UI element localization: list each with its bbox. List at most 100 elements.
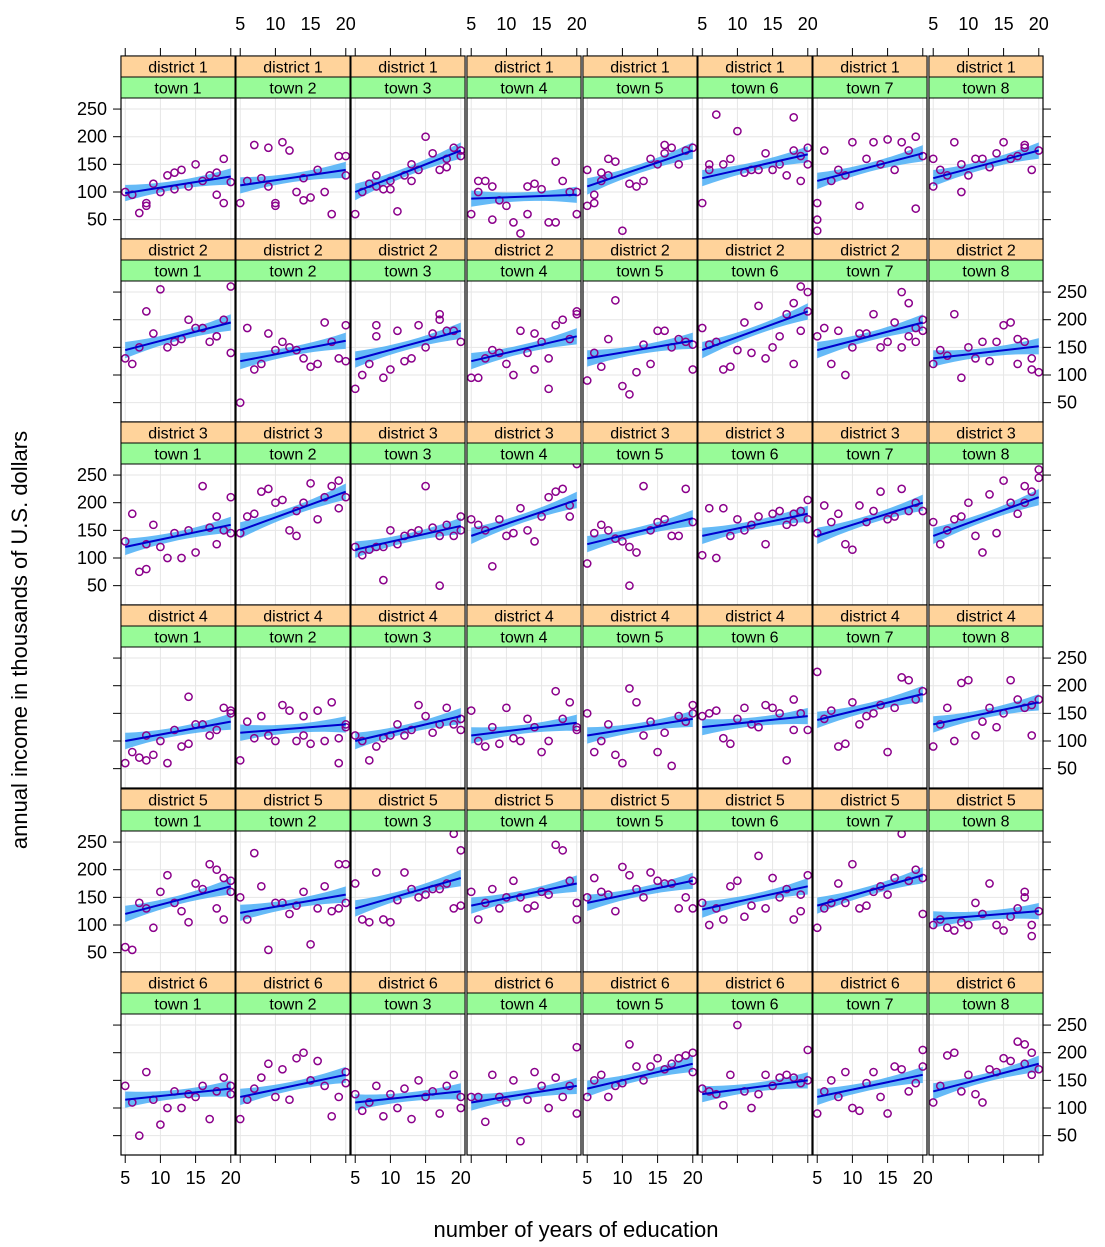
data-point	[449, 720, 459, 729]
x-tick-label-top: 15	[301, 14, 321, 34]
data-point	[473, 520, 483, 530]
data-point	[285, 526, 294, 535]
data-point	[530, 901, 539, 910]
data-point	[264, 731, 273, 740]
town-strip	[235, 442, 351, 465]
data-point	[754, 851, 763, 861]
data-point	[688, 365, 698, 374]
y-axis-title: annual income in thousands of U.S. dolla…	[7, 431, 32, 849]
data-point	[869, 309, 878, 319]
data-point	[603, 1092, 613, 1102]
district-strip-label: district 1	[494, 60, 554, 77]
data-point	[449, 904, 459, 913]
data-point	[726, 1070, 735, 1080]
data-point	[407, 354, 416, 363]
data-point	[971, 731, 980, 740]
data-point	[971, 154, 980, 164]
data-point	[456, 146, 466, 155]
town-strip	[120, 76, 236, 99]
data-point	[191, 1092, 200, 1102]
y-tick-label-left: 200	[77, 493, 107, 513]
x-tick-label-top: 5	[928, 14, 938, 34]
data-point	[299, 195, 308, 205]
fit-line	[932, 149, 1040, 180]
data-point	[733, 1020, 742, 1030]
district-strip-label: district 6	[148, 976, 208, 993]
data-point	[674, 531, 684, 541]
strip-layer: district 1 town 1 district 1 town 2 district…	[120, 55, 1044, 1015]
data-point	[964, 1070, 973, 1080]
data-point	[435, 531, 445, 541]
data-point	[212, 168, 222, 177]
district-strip-label: district 3	[494, 426, 554, 443]
y-tick-label-left: 250	[77, 99, 107, 119]
data-point	[928, 182, 938, 191]
data-point	[782, 309, 792, 319]
data-point	[904, 298, 914, 308]
data-point	[327, 697, 337, 707]
y-tick-label-left: 250	[77, 465, 107, 485]
data-point	[803, 495, 813, 505]
data-point	[918, 873, 928, 883]
data-point	[964, 343, 973, 352]
data-point	[625, 542, 634, 552]
data-point	[711, 904, 721, 913]
town-strip	[697, 809, 813, 832]
town-strip-label: town 3	[384, 997, 431, 1014]
town-strip	[466, 442, 582, 465]
data-point	[697, 711, 707, 721]
data-point	[320, 881, 330, 891]
data-point	[212, 725, 222, 735]
x-tick-label-top: 10	[496, 14, 516, 34]
data-point	[681, 484, 691, 494]
town-strip-label: town 3	[384, 264, 431, 281]
town-strip-label: town 4	[500, 447, 547, 464]
data-point	[299, 1048, 308, 1058]
data-point	[667, 761, 677, 771]
data-point	[523, 1095, 532, 1105]
district-strip-label: district 1	[725, 60, 785, 77]
data-point	[1006, 498, 1015, 508]
data-point	[862, 901, 871, 910]
data-point	[928, 517, 938, 527]
fit-line	[586, 517, 694, 546]
town-strip-label: town 1	[154, 997, 201, 1014]
town-strip	[350, 76, 466, 99]
data-point	[935, 539, 945, 549]
data-point	[883, 135, 892, 144]
fit-line	[817, 1073, 923, 1098]
data-point	[971, 354, 980, 363]
data-point	[596, 168, 606, 177]
data-point	[386, 184, 395, 194]
data-point	[177, 1103, 186, 1113]
data-point	[841, 539, 850, 549]
data-point	[219, 198, 229, 208]
town-strip-label: town 6	[731, 264, 778, 281]
town-strip-label: town 5	[616, 264, 663, 281]
data-point	[495, 739, 504, 749]
data-point	[509, 218, 518, 227]
data-point	[466, 887, 476, 897]
data-point	[812, 667, 822, 677]
district-strip-label: district 6	[725, 976, 785, 993]
data-point	[487, 722, 497, 732]
data-point	[660, 148, 669, 158]
data-point	[212, 865, 222, 875]
data-point	[625, 390, 634, 399]
data-point	[855, 1106, 864, 1116]
data-point	[596, 736, 606, 746]
data-point	[226, 709, 236, 718]
data-point	[733, 714, 742, 724]
district-strip-label: district 3	[148, 426, 208, 443]
data-point	[833, 165, 843, 175]
data-point	[285, 1095, 294, 1105]
town-strip	[350, 442, 466, 465]
data-point	[299, 173, 308, 183]
data-point	[320, 736, 330, 746]
data-point	[473, 915, 483, 924]
data-point	[819, 501, 829, 510]
data-point	[596, 520, 606, 530]
data-point	[572, 915, 582, 924]
data-point	[949, 1048, 959, 1058]
town-strip	[928, 259, 1044, 282]
